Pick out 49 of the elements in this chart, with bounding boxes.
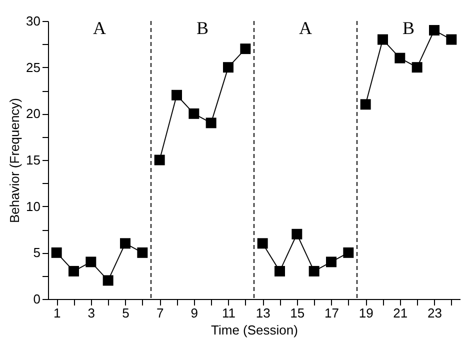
x-tick-label: 1 (53, 306, 61, 320)
y-tick-label: 25 (26, 60, 40, 75)
point (102, 275, 114, 286)
point (223, 62, 234, 73)
point (446, 34, 457, 45)
y-tick-label: 5 (33, 245, 40, 260)
point (68, 266, 79, 276)
annotation: B (402, 18, 415, 38)
annotation: A (93, 18, 106, 38)
annotation: A (299, 18, 312, 38)
point (188, 108, 200, 119)
point (120, 238, 130, 249)
annotation: B (196, 18, 209, 38)
point (154, 154, 165, 166)
x-tick-label: 13 (256, 306, 270, 320)
point (257, 238, 268, 249)
x-tick-label: 19 (358, 306, 374, 320)
x-tick-label: 9 (190, 306, 198, 320)
point (394, 52, 406, 64)
point (240, 44, 251, 54)
y-tick-label: 10 (26, 198, 40, 214)
point (172, 90, 182, 100)
x-tick-label: 7 (156, 306, 164, 320)
x-tick-label: 5 (122, 306, 130, 320)
x-tick-label: 3 (88, 306, 96, 320)
point (86, 256, 96, 268)
y-tick-label: 30 (26, 14, 40, 28)
point (292, 228, 302, 240)
y-tick-label: 0 (33, 292, 40, 306)
x-tick-label: 23 (428, 306, 442, 320)
x-tick-label: 11 (222, 306, 236, 320)
x-tick-label: 21 (393, 306, 408, 320)
point (343, 247, 354, 258)
point (326, 256, 336, 268)
point (378, 34, 388, 45)
point (429, 25, 440, 36)
point (51, 247, 62, 258)
point (308, 266, 320, 276)
point (360, 99, 371, 110)
point (137, 247, 148, 258)
x-tick-label: 17 (324, 306, 339, 320)
y-axis-title: Behavior (Frequency) (7, 98, 22, 223)
point (412, 62, 422, 73)
point (206, 118, 216, 128)
y-tick-label: 20 (26, 106, 40, 122)
point (274, 266, 285, 276)
x-tick-label: 15 (290, 306, 305, 320)
y-tick-label: 15 (26, 152, 40, 168)
x-axis-title: Time (Session) (211, 322, 298, 338)
